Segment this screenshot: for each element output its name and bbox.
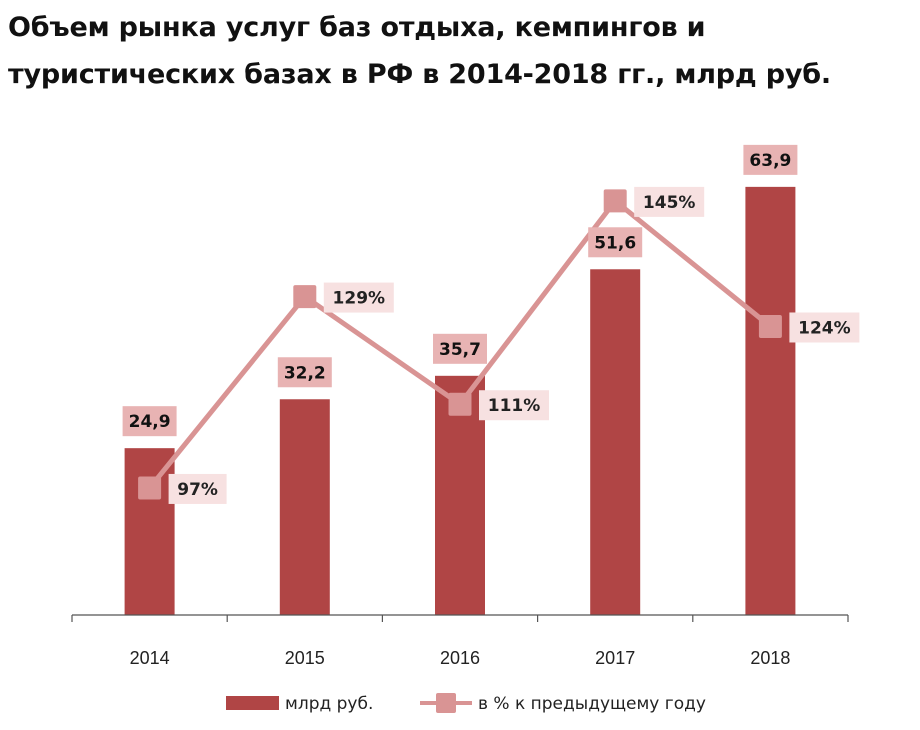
legend-line-marker [436,693,456,713]
line-value-label: 129% [333,289,386,309]
line-value-label: 124% [798,318,851,338]
line-value-label: 145% [643,193,696,213]
line-value-label: 111% [488,396,541,416]
bar-2017 [590,269,641,615]
line-point-2015 [293,285,317,309]
x-tick-label: 2017 [595,648,635,668]
line-point-2016 [448,392,472,416]
line-point-2017 [603,189,627,213]
x-tick-label: 2015 [285,648,325,668]
legend: млрд руб. в % к предыдущему году [226,693,706,714]
bar-value-label: 51,6 [594,233,636,253]
bar-value-label-box [277,357,332,388]
bar-value-label: 63,9 [749,151,791,171]
line-labels-layer: 97% 129% 111% 145% 124% [168,186,860,504]
legend-bar-label: млрд руб. [285,694,373,714]
bar-value-label-box [122,406,177,437]
bar-2014 [124,448,175,615]
line-value-label-box [479,390,549,421]
bars-layer [124,186,796,615]
legend-bar-swatch [226,696,279,710]
line-value-label: 97% [177,480,218,500]
line-point-2014 [138,476,162,500]
x-tick-label: 2018 [750,648,790,668]
x-tick-label: 2014 [130,648,170,668]
bar-value-label-box [433,333,487,364]
bar-value-label: 32,2 [284,363,326,383]
bar-value-label: 35,7 [439,340,481,360]
line-layer [138,189,782,500]
bar-value-label-box [743,144,798,175]
legend-line-label: в % к предыдущему году [478,694,706,714]
line-point-2018 [758,314,782,338]
chart-title: Объем рынка услуг баз отдыха, кемпингов … [8,12,831,90]
bar-value-label: 24,9 [129,412,171,432]
line-value-label-box [789,312,860,343]
bar-labels-layer: 24,9 32,2 35,7 51,6 63,9 [122,144,798,437]
bar-2015 [279,399,330,615]
x-axis: 2014 2015 2016 2017 2018 [71,614,849,668]
line-value-label-box [634,186,705,217]
x-tick-label: 2016 [440,648,480,668]
line-value-label-box [323,282,394,313]
bar-2018 [745,186,796,615]
line-value-label-box [168,473,227,504]
bar-value-label-box [588,227,643,258]
